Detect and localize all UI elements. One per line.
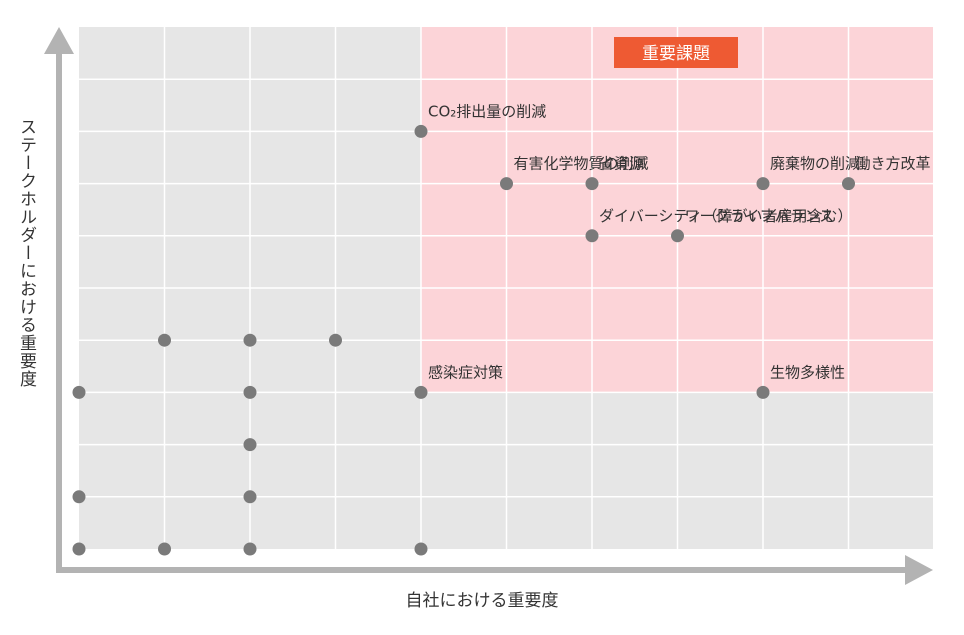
x-axis-arrow (905, 555, 933, 585)
data-point-label: 有害化学物質の削減 (514, 155, 649, 173)
data-point-label: 廃棄物の削減 (770, 155, 860, 173)
data-point (500, 177, 513, 191)
data-point (243, 542, 257, 556)
data-point (72, 490, 86, 504)
data-point (158, 333, 171, 347)
data-point (72, 542, 86, 556)
data-point-label: 省資源 (599, 155, 644, 173)
data-point (72, 385, 86, 399)
data-point (243, 333, 257, 347)
axes (44, 27, 933, 585)
data-points (72, 124, 855, 556)
data-point-label: 働き方改革 (856, 155, 931, 173)
data-point (756, 177, 770, 191)
y-axis-title: ステークホルダーにおける重要度 (16, 118, 36, 388)
grid-lines (79, 27, 933, 549)
data-point (756, 385, 770, 399)
data-point-label: CO₂排出量の削減 (428, 102, 546, 120)
region-badge: 重要課題 (614, 37, 738, 68)
data-point (329, 333, 342, 347)
data-point (414, 385, 428, 399)
data-point (671, 229, 684, 243)
data-point (243, 438, 257, 452)
data-point (243, 490, 257, 504)
data-point-label: ダイバーシティ（障がい者雇用含む） (599, 207, 853, 225)
data-point (158, 542, 171, 556)
x-axis-title: 自社における重要度 (405, 591, 559, 611)
data-point (243, 385, 257, 399)
data-point (414, 542, 428, 556)
data-point (414, 124, 428, 138)
region-badge-label: 重要課題 (642, 44, 710, 64)
data-point (842, 177, 855, 191)
region-badge-box (614, 37, 738, 68)
data-point (585, 177, 599, 191)
data-point-label: 生物多様性 (770, 363, 845, 381)
data-point (585, 229, 599, 243)
y-axis-arrow (44, 27, 74, 54)
data-point-label: 感染症対策 (428, 363, 503, 381)
data-point-label: ワークライフバランス (685, 207, 835, 225)
